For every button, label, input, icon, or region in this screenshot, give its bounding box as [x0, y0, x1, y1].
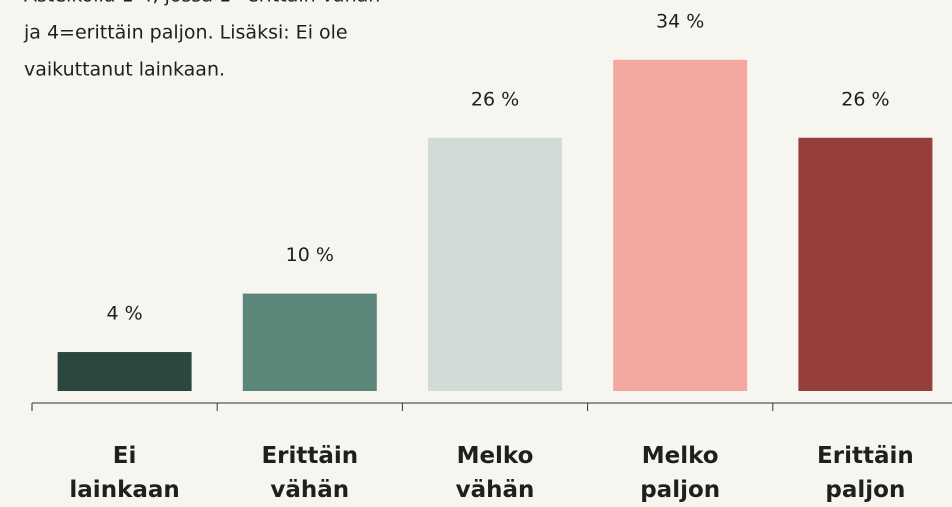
- category-label: Ei lainkaan: [69, 443, 180, 503]
- value-label: 34 %: [656, 10, 704, 32]
- value-label: 10 %: [286, 244, 334, 266]
- bar: [613, 59, 748, 392]
- category-label: Melko paljon: [640, 443, 721, 503]
- bar: [428, 137, 562, 391]
- category-label: Melko vähän: [455, 443, 535, 503]
- category-label: Erittäin vähän: [261, 443, 359, 503]
- note-line: ja 4=erittäin paljon. Lisäksi: Ei ole: [23, 22, 348, 44]
- note-line: Asteikolla 1-4, jossa 1=erittäin vähän: [24, 0, 380, 7]
- category-label: Erittäin paljon: [817, 443, 914, 503]
- value-label: 4 %: [107, 303, 143, 325]
- bar: [798, 137, 933, 391]
- bar: [57, 352, 192, 391]
- note-line: vaikuttanut lainkaan.: [24, 59, 225, 81]
- value-label: 26 %: [841, 88, 889, 110]
- bar: [242, 293, 377, 391]
- value-label: 26 %: [471, 88, 519, 110]
